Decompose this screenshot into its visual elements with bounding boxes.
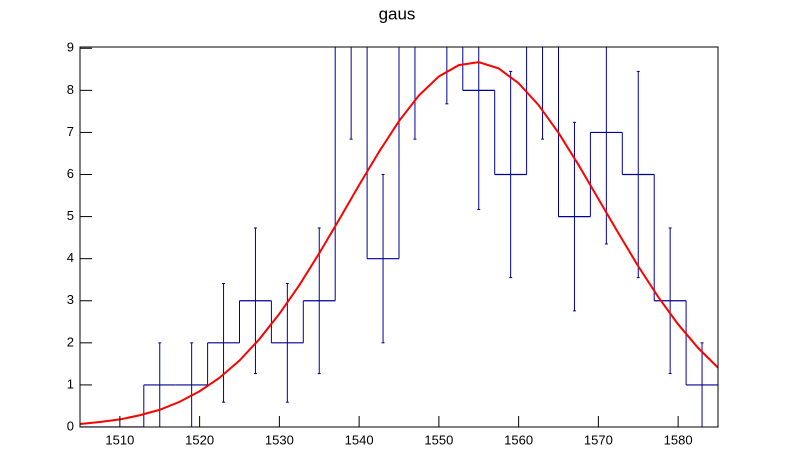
y-tick-label: 4: [67, 250, 74, 265]
y-tick-label: 8: [67, 82, 74, 97]
y-tick-label: 2: [67, 334, 74, 349]
y-tick-label: 7: [67, 124, 74, 139]
x-tick-label: 1540: [345, 432, 374, 447]
y-tick-label: 3: [67, 292, 74, 307]
y-tick-label: 6: [67, 166, 74, 181]
plot-area: [80, 47, 718, 427]
y-tick-label: 0: [67, 418, 74, 433]
fit-curve: [80, 61, 718, 426]
x-tick-label: 1520: [185, 432, 214, 447]
x-tick-label: 1570: [584, 432, 613, 447]
y-tick-label: 1: [67, 376, 74, 391]
y-tick-label: 5: [67, 208, 74, 223]
x-tick-label: 1580: [664, 432, 693, 447]
frame: [79, 46, 719, 428]
x-tick-label: 1510: [105, 432, 134, 447]
chart-title: gaus: [379, 4, 416, 23]
x-tick-label: 1530: [265, 432, 294, 447]
x-tick-label: 1550: [424, 432, 453, 447]
x-tick-label: 1560: [504, 432, 533, 447]
y-tick-label: 9: [67, 40, 74, 55]
